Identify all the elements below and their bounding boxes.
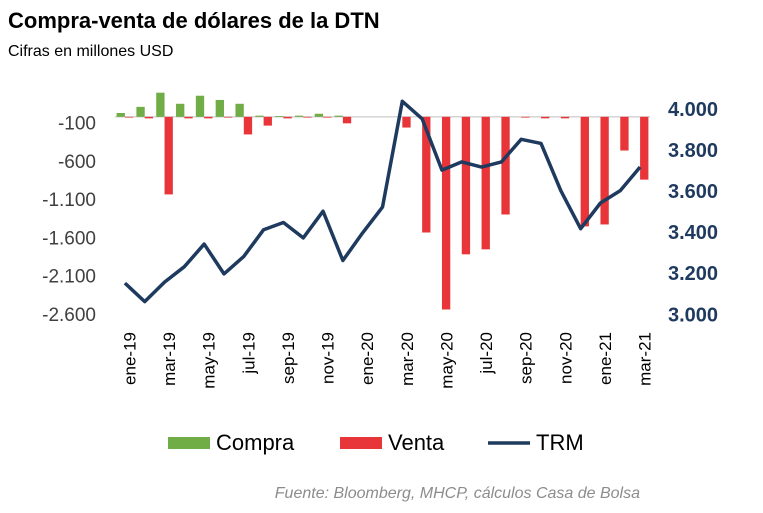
legend-label: Venta (388, 430, 445, 455)
bar (600, 116, 609, 225)
legend-label: TRM (536, 430, 584, 455)
bar (255, 115, 264, 117)
bar (235, 103, 244, 117)
bar (402, 116, 411, 128)
bar (342, 116, 352, 124)
bar (580, 116, 589, 227)
x-tick-label: ene-20 (358, 332, 377, 385)
y-tick-label: -1.100 (42, 190, 96, 211)
bar (294, 115, 304, 117)
bar (176, 103, 185, 117)
bar (275, 116, 284, 117)
bar (323, 116, 332, 118)
bar (461, 116, 471, 255)
bar (243, 116, 253, 135)
bar (560, 116, 570, 119)
y-tick-label: -100 (58, 113, 96, 134)
bar (184, 116, 193, 119)
legend-swatch (168, 437, 210, 449)
bar (136, 106, 145, 117)
x-tick-label: mar-21 (636, 332, 655, 386)
x-tick-label: sep-20 (517, 332, 536, 384)
bar (116, 112, 125, 117)
x-tick-label: mar-20 (398, 332, 417, 386)
bar (156, 92, 165, 117)
y2-tick-label: 3.000 (668, 304, 718, 326)
y-tick-label: -2.600 (42, 305, 96, 326)
bar (314, 113, 324, 117)
bar (481, 116, 490, 250)
bar (263, 116, 272, 126)
x-tick-label: may-20 (437, 332, 456, 389)
legend-swatch (340, 437, 382, 449)
x-tick-label: may-19 (200, 332, 219, 389)
bar (334, 115, 343, 117)
x-tick-label: nov-19 (319, 332, 338, 384)
legend-label: Compra (216, 430, 295, 455)
bar (620, 116, 629, 151)
bar (441, 116, 451, 310)
y2-tick-label: 3.400 (668, 222, 718, 244)
bar (303, 116, 312, 118)
bar (640, 116, 649, 180)
x-tick-label: jul-19 (239, 332, 258, 375)
bar (283, 116, 292, 119)
y-tick-label: -1.600 (42, 228, 96, 249)
bar (144, 116, 154, 119)
bar (204, 116, 213, 119)
y2-tick-label: 3.200 (668, 263, 718, 285)
x-tick-label: mar-19 (160, 332, 179, 386)
y2-tick-label: 3.600 (668, 181, 718, 203)
bar (501, 116, 510, 215)
bar (223, 116, 233, 118)
bar (521, 116, 530, 118)
x-tick-label: nov-20 (556, 332, 575, 384)
x-tick-label: ene-19 (120, 332, 139, 385)
bar (215, 99, 224, 117)
x-tick-label: ene-21 (596, 332, 615, 385)
bar (124, 116, 134, 118)
bar (422, 116, 431, 233)
x-tick-label: jul-20 (477, 332, 496, 375)
chart-title: Compra-venta de dólares de la DTN (8, 8, 380, 33)
bar (195, 95, 205, 117)
y2-tick-label: 3.800 (668, 140, 718, 162)
bar (164, 116, 173, 195)
y-tick-label: -2.100 (42, 267, 96, 288)
line (123, 99, 642, 304)
x-tick-label: sep-19 (279, 332, 298, 384)
chart-subtitle: Cifras en millones USD (8, 43, 173, 60)
y2-tick-label: 4.000 (668, 99, 718, 121)
bar (541, 116, 550, 119)
source: Fuente: Bloomberg, MHCP, cálculos Casa d… (275, 485, 640, 502)
y-tick-label: -600 (58, 152, 96, 173)
